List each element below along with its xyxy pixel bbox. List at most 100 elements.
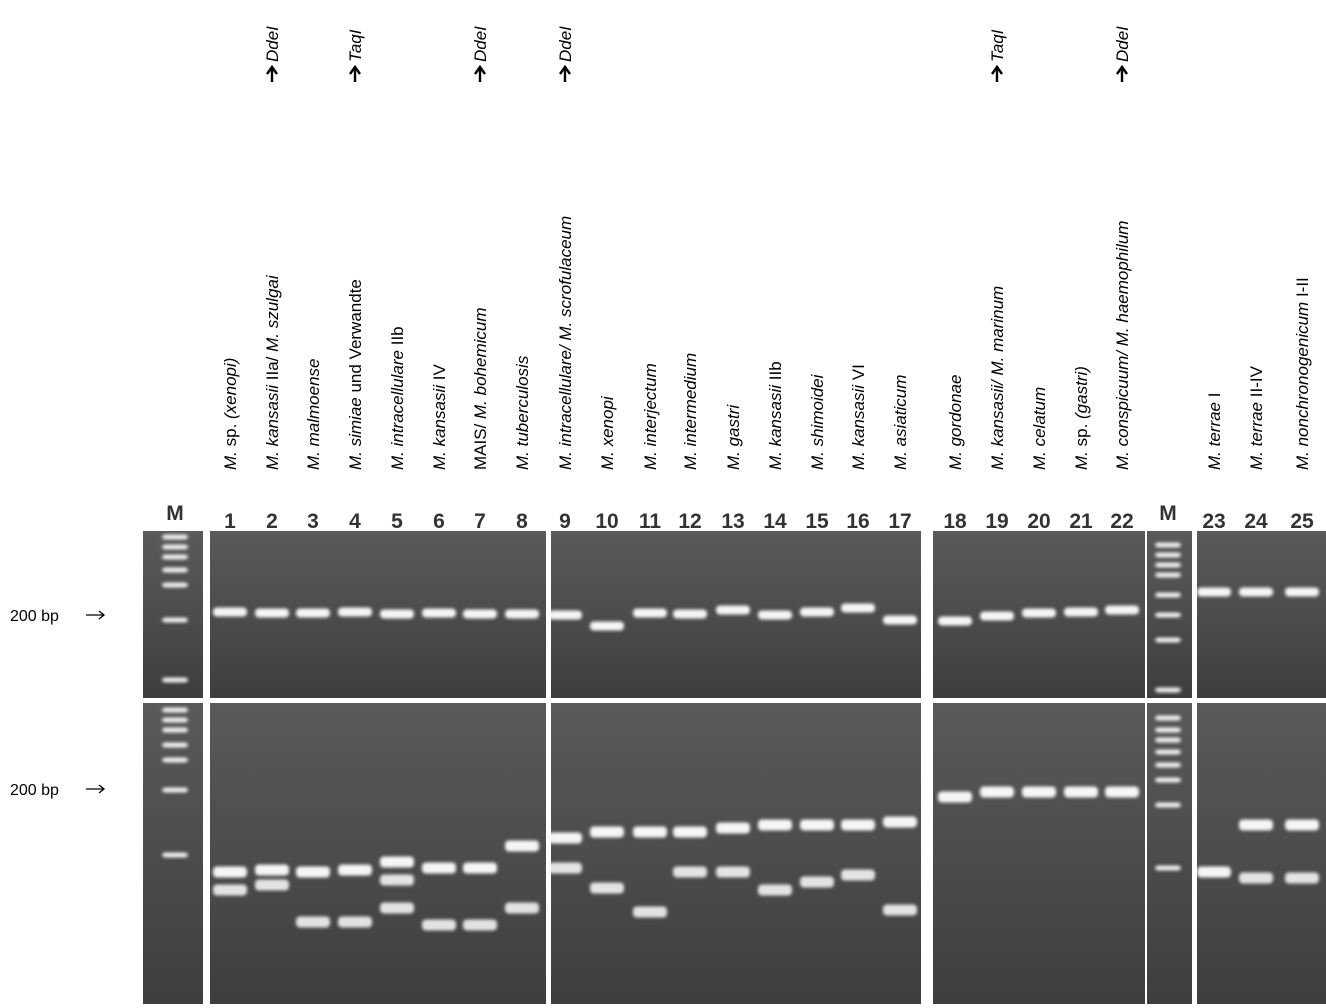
gel-band <box>505 841 539 852</box>
lane-number: 5 <box>391 510 403 533</box>
label-part: M. gastri <box>724 404 743 470</box>
label-part: M. terrae <box>1205 402 1224 470</box>
lane-label: M. gordonae <box>946 375 965 470</box>
gel-panel <box>1147 703 1192 1004</box>
enzyme-arrow <box>475 67 485 82</box>
label-part: M. gordonae <box>946 375 965 470</box>
label-part: und Verwandte <box>346 279 365 397</box>
gel-band <box>422 920 456 931</box>
gel-band <box>548 863 582 874</box>
label-part: IIb <box>766 361 785 385</box>
gel-band <box>162 708 188 713</box>
lane-label: M. intracellulare IIb <box>388 326 407 470</box>
lane-label: M. terrae I <box>1205 393 1224 470</box>
lane-number: 25 <box>1290 510 1314 533</box>
gel-band <box>1285 820 1319 831</box>
label-part: I-II <box>1293 277 1312 302</box>
gel-band <box>162 555 188 560</box>
lane-number: 12 <box>678 510 701 533</box>
lane-label: M. xenopi <box>598 395 617 470</box>
gel-band <box>883 905 917 916</box>
label-part: sp. <box>221 419 240 451</box>
gel-band <box>162 583 188 588</box>
gel-band <box>883 616 917 625</box>
label-part: II-IV <box>1247 365 1266 402</box>
gel-band <box>162 678 188 683</box>
label-part: M. kansasii <box>849 384 868 470</box>
label-part: M. shimoidei <box>808 373 827 470</box>
gel-band <box>338 865 372 876</box>
gel-band <box>255 880 289 891</box>
lane-label: M. intermedium <box>681 353 700 470</box>
gel-band <box>548 611 582 620</box>
gel-band <box>716 867 750 878</box>
label-part: M. bohemicum <box>471 308 490 419</box>
gel-panel <box>210 703 546 1004</box>
gel-band <box>296 867 330 878</box>
lane-label: MAIS/ M. bohemicum <box>471 308 490 471</box>
gel-band <box>162 535 188 540</box>
gel-band <box>633 609 667 618</box>
gel-band <box>590 883 624 894</box>
gel-band <box>338 608 372 617</box>
gel-band <box>1155 573 1181 578</box>
gel-band <box>1105 787 1139 798</box>
gel-band <box>255 865 289 876</box>
gel-band <box>1064 787 1098 798</box>
gel-band <box>1155 613 1181 618</box>
lane-number: 22 <box>1110 510 1133 533</box>
gel-panel <box>1197 703 1326 1004</box>
gel-band <box>213 867 247 878</box>
lane-number: 16 <box>846 510 869 533</box>
lane-label: M. tuberculosis <box>513 355 532 470</box>
lane-label: M. intracellulare/ M. scrofulaceum <box>556 216 575 470</box>
lane-number: 18 <box>943 510 967 533</box>
gel-band <box>1155 763 1181 768</box>
label-part: M. <box>221 451 240 470</box>
lane-label: M. conspicuum/ M. haemophilum <box>1113 221 1132 470</box>
enzyme-label: DdeI <box>1113 26 1132 62</box>
gel-band <box>1285 873 1319 884</box>
label-part: (gastri) <box>1072 366 1091 419</box>
gel-band <box>1155 563 1181 568</box>
gel-band <box>296 917 330 928</box>
gel-band <box>463 920 497 931</box>
label-part: (xenopi) <box>221 358 240 419</box>
gel-band <box>590 827 624 838</box>
label-part: M. asiaticum <box>891 375 910 470</box>
label-part: M. malmoense <box>304 359 323 470</box>
gel-band <box>162 545 188 550</box>
label-part: M. xenopi <box>598 395 617 470</box>
lane-number: 9 <box>559 510 571 533</box>
lane-number: 8 <box>516 510 528 533</box>
gel-band <box>1197 588 1231 597</box>
gel-band <box>162 743 188 748</box>
lane-number: 6 <box>433 510 445 533</box>
enzyme-arrow <box>350 67 360 82</box>
lane-number: 13 <box>721 510 744 533</box>
gel-band <box>380 903 414 914</box>
lane-number: 4 <box>349 510 361 533</box>
lane-label: M. sp. (xenopi) <box>221 358 240 470</box>
lane-label: M. kansasii IIb <box>766 361 785 470</box>
label-part: M. intermedium <box>681 353 700 470</box>
label-part: M. nonchronogenicum <box>1293 302 1312 470</box>
gel-band <box>1155 728 1181 733</box>
gel-band <box>1105 606 1139 615</box>
gel-band <box>162 758 188 763</box>
enzyme-arrow <box>560 67 570 82</box>
label-part: M. intracellulare/ M. scrofulaceum <box>556 216 575 470</box>
lane-label: M. interjectum <box>641 363 660 470</box>
label-part: sp. <box>1072 419 1091 451</box>
gel-band <box>1155 866 1181 871</box>
gel-band <box>716 606 750 615</box>
lane-label: M. shimoidei <box>808 373 827 470</box>
enzyme-label: DdeI <box>556 26 575 62</box>
gel-band <box>162 568 188 573</box>
gel-band <box>1155 553 1181 558</box>
lane-label: M. kansasii IIa/ M. szulgai <box>263 274 282 470</box>
gel-band <box>422 609 456 618</box>
marker-label: M <box>1159 502 1177 525</box>
arrow <box>86 785 104 793</box>
lane-number: 1 <box>224 510 236 533</box>
